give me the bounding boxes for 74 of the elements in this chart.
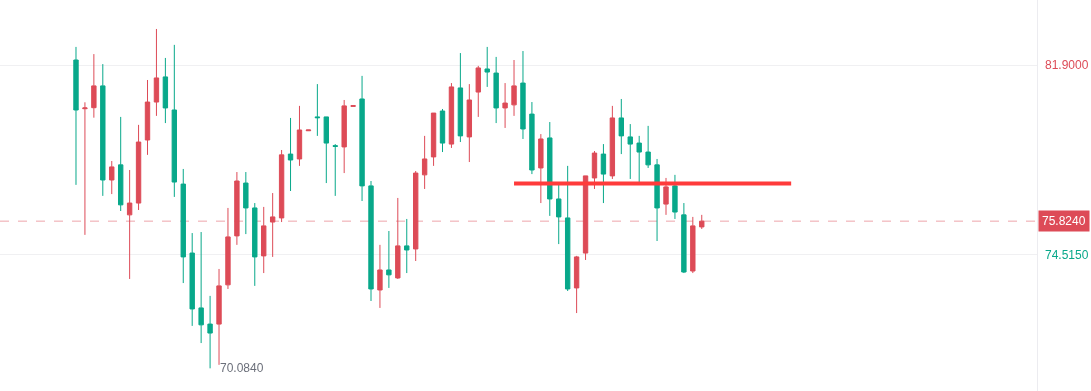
candlestick (189, 232, 195, 327)
candlestick (162, 57, 169, 124)
candlestick (287, 117, 294, 192)
candlestick (672, 174, 678, 220)
candlestick (421, 135, 428, 190)
candlestick (645, 125, 651, 169)
candlestick (538, 133, 544, 204)
candlestick (100, 63, 106, 197)
candlestick (216, 268, 222, 366)
candlestick (439, 108, 446, 153)
candlestick (573, 255, 580, 314)
candlestick (663, 177, 669, 216)
candlestick (493, 56, 499, 124)
candlestick (144, 79, 151, 156)
candlestick (153, 28, 160, 117)
candlestick (591, 150, 598, 190)
candlestick (109, 160, 115, 195)
candlestick (457, 52, 464, 143)
candlestick (225, 207, 231, 290)
y-tick-label: 74.5150 (1045, 248, 1089, 262)
candlestick (269, 192, 276, 258)
candlestick (413, 170, 419, 262)
candlestick (484, 46, 490, 88)
candlestick (609, 105, 616, 180)
candlestick (600, 143, 607, 204)
candlestick (278, 149, 285, 223)
candlestick (73, 46, 79, 186)
candlestick (135, 124, 142, 211)
candlestick (690, 216, 696, 274)
candlestick (556, 184, 562, 245)
candlestick (475, 65, 481, 118)
candlestick (171, 44, 178, 198)
candlestick (305, 129, 312, 132)
candlestick (582, 175, 589, 261)
candlestick (636, 135, 642, 183)
candlestick (314, 83, 321, 137)
candlestick (91, 53, 97, 119)
candlestick (332, 143, 338, 197)
candlestick (207, 295, 213, 369)
candlestick (699, 214, 705, 230)
candlestick (323, 116, 329, 184)
candlestick (261, 206, 267, 274)
ref-line-label: 75.8240 (1042, 214, 1086, 228)
candlestick (547, 121, 553, 217)
candlestick (654, 158, 660, 242)
candlestick (448, 82, 455, 149)
candlestick (377, 244, 383, 309)
candlestick (502, 82, 508, 129)
candlestick (296, 105, 303, 167)
candlestick (180, 168, 186, 284)
candlestick (118, 116, 124, 212)
candlestick (386, 230, 392, 289)
candlestick (395, 197, 401, 280)
candlestick (252, 202, 258, 287)
candlestick (368, 180, 374, 302)
y-tick-label: 81.9000 (1045, 58, 1089, 72)
annotation: 70.0840 (220, 361, 264, 375)
candlestick (359, 75, 365, 202)
candlestick (341, 99, 347, 174)
candlestick (529, 101, 535, 175)
candlestick (243, 171, 249, 235)
candlestick (564, 165, 571, 292)
candlestick (126, 169, 133, 280)
candlestick (82, 101, 88, 236)
candlestick (430, 112, 437, 167)
candlestick (198, 231, 204, 344)
candlestick (618, 98, 624, 155)
candlestick (234, 171, 240, 246)
candlestick (627, 123, 633, 180)
candlestick (466, 83, 473, 163)
candlestick (520, 50, 526, 140)
candlestick (681, 202, 687, 274)
candlestick (511, 59, 517, 117)
candlestick (404, 218, 410, 274)
